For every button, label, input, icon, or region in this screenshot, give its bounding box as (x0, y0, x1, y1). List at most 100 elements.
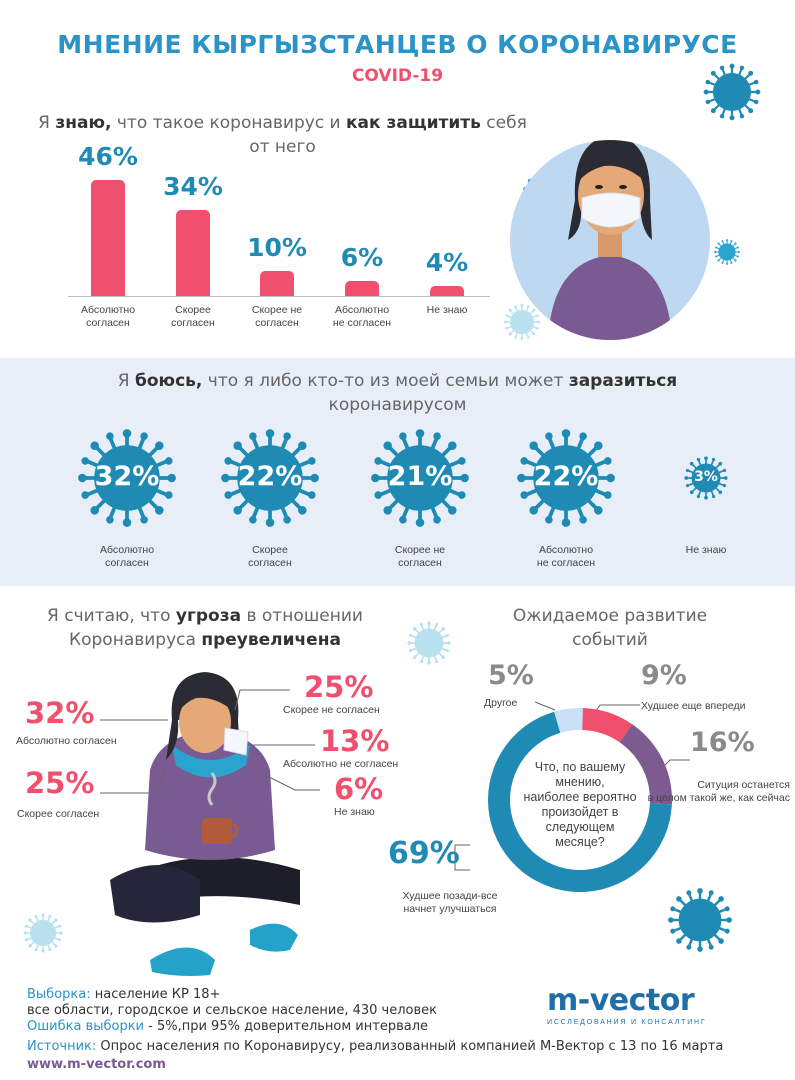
footer-sample: Выборка: население КР 18+ (27, 987, 220, 1002)
q1-bar-value-label: 34% (163, 172, 223, 202)
q1-bar-category-label: Абсолютно не согласен (317, 304, 407, 330)
page-subtitle: COVID-19 (351, 66, 444, 86)
sick-person-illustration (110, 672, 300, 976)
q1-bar-category-line: согласен (255, 317, 299, 329)
q2-virus-category-label: Абсолютно согласен (62, 544, 192, 570)
q3-pct-disagree: 25% (304, 670, 374, 704)
q2-category-line: Не знаю (685, 544, 727, 556)
q2-question: Я боюсь, что я либо кто-то из моей семьи… (40, 369, 755, 417)
q1-bar-value-label: 6% (340, 242, 384, 272)
footer-error-key: Ошибка выборки (27, 1019, 144, 1034)
q3-question: Я считаю, что угроза в отношении Коронав… (15, 604, 395, 652)
q2-virus-category-label: Скорее не согласен (355, 544, 485, 570)
q3-bold-threat: угроза (175, 606, 242, 626)
q4-label-better-l1: Худшее позади-все (402, 890, 498, 902)
q3-pct-dontknow: 6% (334, 772, 384, 806)
q4-pct-same: 16% (690, 727, 755, 758)
q4-center-question: Что, по вашему мнению, наиболее вероятно… (500, 760, 660, 850)
q1-baseline (68, 296, 490, 297)
q3-text-pre: Я считаю, что (47, 606, 176, 626)
q2-category-line: Скорее не (394, 544, 446, 556)
virus-icon (713, 238, 741, 266)
q3-label-dontknow: Не знаю (334, 806, 375, 818)
footer-sample-value: население КР 18+ (90, 987, 221, 1002)
masked-person-illustration (510, 140, 710, 340)
q4-text-line2: событий (572, 630, 648, 650)
logo-wordmark: m-vector (547, 983, 695, 1018)
footer-url-link[interactable]: www.m-vector.com (27, 1057, 166, 1072)
q1-text-pre: Я (38, 113, 56, 133)
q3-bold-exaggerated: преувеличена (201, 630, 341, 650)
q4-text-line1: Ожидаемое развитие (512, 606, 708, 626)
q2-category-line: согласен (398, 557, 442, 569)
q1-bar-category-line: Скорее (175, 304, 211, 316)
q3-label-abs-disagree: Абсолютно не согласен (283, 758, 399, 770)
q2-category-line: согласен (105, 557, 149, 569)
virus-icon (406, 620, 452, 666)
q4-center-line: Что, по вашему (534, 760, 626, 774)
footer-source-key: Источник: (27, 1039, 97, 1054)
q4-label-other: Другое (484, 697, 518, 709)
q1-bar-category-line: не согласен (332, 317, 392, 329)
footer-sample-key: Выборка: (27, 987, 91, 1002)
q1-bar-category-line: Не знаю (426, 304, 468, 316)
q1-bar-value-label: 46% (78, 142, 138, 171)
q1-text-post: себя (480, 113, 527, 133)
footer-source-value: Опрос населения по Коронавирусу, реализо… (96, 1039, 724, 1054)
q3-label-abs-agree: Абсолютно согласен (16, 735, 117, 747)
footer-error: Ошибка выборки - 5%,при 95% доверительно… (27, 1019, 428, 1034)
q3-pct-abs-disagree: 13% (320, 724, 390, 758)
q2-category-line: согласен (248, 557, 292, 569)
q2-virus-value-label: 21% (387, 461, 453, 492)
q4-center-line: наиболее вероятно (523, 790, 637, 804)
page-title: МНЕНИЕ КЫРГЫЗСТАНЦЕВ О КОРОНАВИРУСЕ (57, 30, 738, 59)
q2-virus-value-label: 3% (694, 469, 718, 485)
q2-virus-value-label: 22% (533, 461, 599, 492)
q4-label-same-l1: Ситуция останется (697, 779, 790, 791)
q1-bar-category-line: согласен (86, 317, 130, 329)
q3-text-line2: Коронавируса (69, 630, 202, 650)
virus-icon (503, 303, 541, 341)
q1-bar (345, 280, 379, 296)
q1-bar-category-line: согласен (171, 317, 215, 329)
footer-error-value: - 5%,при 95% доверительном интервале (144, 1019, 429, 1034)
q1-bar (176, 210, 210, 296)
q2-text-line2: коронавирусом (328, 395, 467, 415)
q1-bar-category-label: Абсолютно согласен (63, 304, 153, 330)
m-vector-logo: m-vector ИССЛЕДОВАНИЯ И КОНСАЛТИНГ (547, 983, 747, 1026)
q1-bar (260, 270, 294, 296)
q2-text-pre: Я (117, 371, 135, 391)
q4-label-same: Ситуция останется в целом такой же, как … (640, 779, 790, 805)
q2-virus-value-label: 22% (237, 461, 303, 492)
q4-pct-worse: 9% (641, 660, 687, 691)
q2-category-line: Абсолютно (538, 544, 594, 556)
q4-donut-chart (488, 708, 672, 892)
q3-pct-agree: 25% (25, 766, 95, 800)
q1-bar-value-label: 4% (425, 247, 469, 277)
q1-bar (430, 285, 464, 296)
q2-virus-category-label: Абсолютно не согласен (501, 544, 631, 570)
q3-text-mid: в отношении (241, 606, 363, 626)
q4-center-line: произойдет в (541, 805, 619, 819)
q4-label-worse: Худшее еще впереди (641, 700, 746, 712)
q1-bar-category-label: Не знаю (402, 304, 492, 317)
q1-bar (91, 180, 125, 296)
q4-label-same-l2: в целом такой же, как сейчас (647, 792, 790, 804)
q2-virus-category-label: Не знаю (641, 544, 771, 557)
q4-donut-slice (619, 724, 672, 805)
callout-lines (100, 689, 690, 871)
q4-donut-slice (554, 708, 583, 733)
q1-question: Я знаю, что такое коронавирус и как защи… (30, 111, 535, 159)
footer-sample-line2: все области, городское и сельское населе… (27, 1003, 437, 1018)
q1-bar-category-line: Абсолютно (80, 304, 136, 316)
q2-category-line: Абсолютно (99, 544, 155, 556)
q3-label-agree: Скорее согласен (17, 808, 100, 820)
q4-label-better: Худшее позади-все начнет улучшаться (395, 890, 505, 916)
q1-bar-category-label: Скорее не согласен (232, 304, 322, 330)
q2-category-line: не согласен (536, 557, 596, 569)
logo-tagline: ИССЛЕДОВАНИЯ И КОНСАЛТИНГ (547, 1019, 707, 1026)
q1-bold-know: знаю, (55, 113, 112, 133)
q2-bold-fear: боюсь, (135, 371, 203, 391)
q1-bar-category-line: Абсолютно (334, 304, 390, 316)
